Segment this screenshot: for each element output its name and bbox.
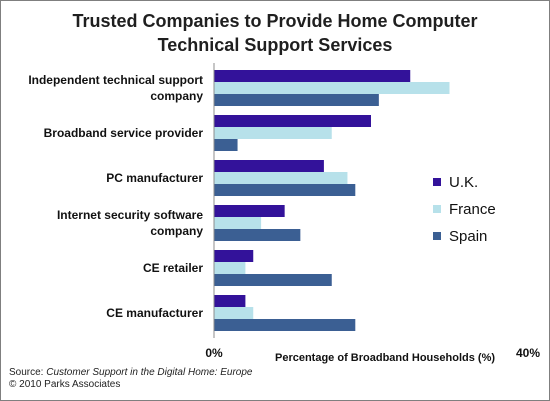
category-label-internet-security-software-company-line-1: Internet security software: [57, 208, 203, 222]
bar-france-ce-retailer: [214, 262, 246, 274]
bar-spain-ce-manufacturer: [214, 319, 356, 331]
bar-spain-ce-retailer: [214, 274, 332, 286]
bar-u-k-internet-security-software-company: [214, 205, 285, 217]
category-label-ce-manufacturer-line-1: CE manufacturer: [106, 306, 203, 320]
bar-france-broadband-service-provider: [214, 127, 332, 139]
source-prefix: Source:: [9, 367, 47, 378]
bars-group: [214, 70, 450, 331]
legend-label-france: France: [449, 201, 496, 218]
category-label-broadband-service-provider-line-1: Broadband service provider: [44, 126, 204, 140]
chart-title: Trusted Companies to Provide Home Comput…: [1, 9, 549, 57]
bar-u-k-ce-manufacturer: [214, 295, 246, 307]
category-label-pc-manufacturer-line-1: PC manufacturer: [106, 171, 203, 185]
category-labels: Independent technical support company Broa…: [28, 73, 203, 320]
bar-spain-pc-manufacturer: [214, 184, 356, 196]
bar-france-internet-security-software-company: [214, 217, 262, 229]
chart-title-line-1: Trusted Companies to Provide Home Comput…: [72, 11, 478, 31]
bar-spain-internet-security-software-company: [214, 229, 301, 241]
chart-title-line-2: Technical Support Services: [157, 35, 393, 55]
x-tick-label-1: 40%: [516, 346, 540, 360]
bar-spain-independent-technical-support-company: [214, 94, 379, 106]
bar-u-k-independent-technical-support-company: [214, 70, 411, 82]
legend-swatch-france: [433, 205, 441, 213]
x-axis-title: Percentage of Broadband Households (%): [275, 352, 495, 364]
bar-france-pc-manufacturer: [214, 172, 348, 184]
source-title: Customer Support in the Digital Home: Eu…: [46, 367, 253, 378]
legend-swatch-spain: [433, 232, 441, 240]
category-label-independent-technical-support-company-line-1: Independent technical support: [28, 73, 203, 87]
source-note: Source: Customer Support in the Digital …: [9, 367, 252, 391]
legend-label-u-k: U.K.: [449, 174, 478, 191]
bar-u-k-ce-retailer: [214, 250, 254, 262]
bar-u-k-pc-manufacturer: [214, 160, 324, 172]
bar-spain-broadband-service-provider: [214, 139, 238, 151]
category-label-internet-security-software-company-line-2: company: [150, 224, 203, 238]
category-label-independent-technical-support-company-line-2: company: [150, 89, 203, 103]
legend-label-spain: Spain: [449, 228, 487, 245]
category-label-ce-retailer-line-1: CE retailer: [143, 261, 203, 275]
legend-swatch-u-k: [433, 178, 441, 186]
x-tick-label-0: 0%: [205, 346, 223, 360]
copyright: © 2010 Parks Associates: [9, 379, 121, 390]
bar-france-ce-manufacturer: [214, 307, 254, 319]
legend: U.K. France Spain: [433, 174, 496, 245]
bar-u-k-broadband-service-provider: [214, 115, 371, 127]
bar-france-independent-technical-support-company: [214, 82, 450, 94]
